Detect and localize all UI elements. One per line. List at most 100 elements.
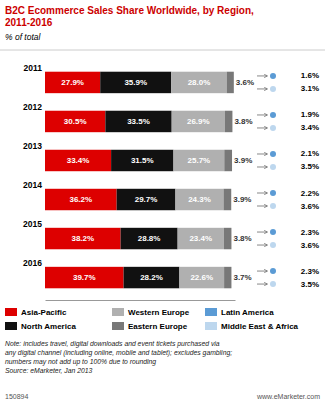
data-label: 28.2% xyxy=(140,273,163,282)
bar xyxy=(124,267,180,288)
bar xyxy=(105,111,171,132)
side-label: 2.2% xyxy=(301,189,319,198)
bar xyxy=(100,72,171,93)
side-label: 3.5% xyxy=(301,280,319,289)
title: B2C Ecommerce Sales Share Worldwide, by … xyxy=(5,5,254,28)
pointer xyxy=(257,127,267,128)
pointer xyxy=(257,284,267,285)
y-tick-label: 2012 xyxy=(23,102,42,112)
data-label: 31.5% xyxy=(131,156,154,165)
side-label: 1.9% xyxy=(301,110,319,119)
side-label: 3.5% xyxy=(301,162,319,171)
pointer xyxy=(257,232,267,233)
data-label: 28.8% xyxy=(138,234,161,243)
dot xyxy=(270,190,276,196)
legend-swatch xyxy=(205,322,217,330)
y-tick: 2011 xyxy=(24,63,45,83)
data-label: 33.5% xyxy=(127,117,150,126)
bar xyxy=(45,267,124,288)
data-label: 27.9% xyxy=(61,78,84,87)
data-label: 22.6% xyxy=(190,273,213,282)
y-tick: 2015 xyxy=(23,219,45,239)
chart: B2C Ecommerce Sales Share Worldwide, by … xyxy=(0,0,325,405)
legend-swatch xyxy=(112,308,124,316)
dot xyxy=(270,86,276,92)
data-label: 3.9% xyxy=(234,156,252,165)
side-label: 3.6% xyxy=(301,202,319,211)
bar xyxy=(227,72,234,93)
y-axis: 2011 2012 2013 2014 2015 2016 xyxy=(23,63,45,278)
legend-swatch xyxy=(5,322,17,330)
pointer xyxy=(257,206,267,207)
pointer xyxy=(257,153,267,154)
bar-series xyxy=(171,72,226,289)
legend-label: Eastern Europe xyxy=(128,322,188,331)
data-label: 33.4% xyxy=(67,156,90,165)
title-line: B2C Ecommerce Sales Share Worldwide, by … xyxy=(5,5,254,16)
pointer xyxy=(257,271,267,272)
y-tick: 2016 xyxy=(23,258,45,278)
legend-label: Latin America xyxy=(221,308,274,317)
data-label: 3.8% xyxy=(233,234,251,243)
dot xyxy=(270,203,276,209)
y-tick-label: 2013 xyxy=(23,141,42,151)
bar xyxy=(111,150,173,171)
note-line: numbers may not add up to 100% due to ro… xyxy=(5,358,156,366)
data-label: 24.3% xyxy=(188,195,211,204)
side-label: 3.4% xyxy=(301,123,319,132)
data-label: 39.7% xyxy=(73,273,96,282)
dot xyxy=(270,281,276,287)
title-line: 2011-2016 xyxy=(5,17,53,28)
side-label: 2.3% xyxy=(301,228,319,237)
bar xyxy=(178,228,224,249)
footer-left: 150894 xyxy=(5,393,28,400)
bar xyxy=(45,72,100,93)
note: Note: includes travel, digital downloads… xyxy=(5,340,232,374)
dot xyxy=(270,73,276,79)
pointer xyxy=(257,114,267,115)
bar xyxy=(224,189,232,210)
data-label: 3.6% xyxy=(236,78,254,87)
side-label: 1.6% xyxy=(301,71,319,80)
bar xyxy=(224,150,232,171)
data-label: 28.0% xyxy=(188,78,211,87)
data-label: 36.2% xyxy=(69,195,92,204)
legend-swatch xyxy=(112,322,124,330)
legend: Asia-PacificNorth AmericaWestern EuropeE… xyxy=(5,308,299,331)
note-line: Note: includes travel, digital downloads… xyxy=(5,340,220,348)
y-tick-label: 2016 xyxy=(23,258,42,268)
side-label: 2.3% xyxy=(301,267,319,276)
data-label: 26.9% xyxy=(187,117,210,126)
legend-label: Western Europe xyxy=(128,308,190,317)
bar xyxy=(45,111,105,132)
pointer xyxy=(257,75,267,76)
side-label: 3.6% xyxy=(301,241,319,250)
y-tick-label: 2014 xyxy=(23,180,42,190)
side-labels: 1.6%1.9%2.1%2.2%2.3%2.3%3.1%3.4%3.5%3.6%… xyxy=(257,71,319,288)
dot xyxy=(270,125,276,131)
separator xyxy=(0,50,325,51)
data-label: 35.9% xyxy=(124,78,147,87)
legend-swatch xyxy=(205,308,217,316)
pointer xyxy=(257,88,267,89)
bar-series xyxy=(224,72,234,289)
data-label: 38.2% xyxy=(71,234,94,243)
data-label: 23.4% xyxy=(189,234,212,243)
side-label: 2.1% xyxy=(301,149,319,158)
x-axis xyxy=(46,300,236,301)
note-line: Source: eMarketer, Jan 2013 xyxy=(5,367,92,374)
footer-right: www.eMarketer.com xyxy=(256,393,320,400)
bar xyxy=(45,150,111,171)
legend-swatch xyxy=(5,308,17,316)
legend-label: Asia-Pacific xyxy=(21,308,67,317)
bar-series xyxy=(45,72,124,289)
data-label: 30.5% xyxy=(64,117,87,126)
bar xyxy=(117,189,176,210)
bar xyxy=(172,111,225,132)
pointer xyxy=(257,245,267,246)
bar xyxy=(175,189,223,210)
bar xyxy=(173,150,224,171)
data-label: 29.7% xyxy=(135,195,158,204)
note-line: any digital channel (including online, m… xyxy=(5,349,232,357)
legend-label: Middle East & Africa xyxy=(221,322,299,331)
